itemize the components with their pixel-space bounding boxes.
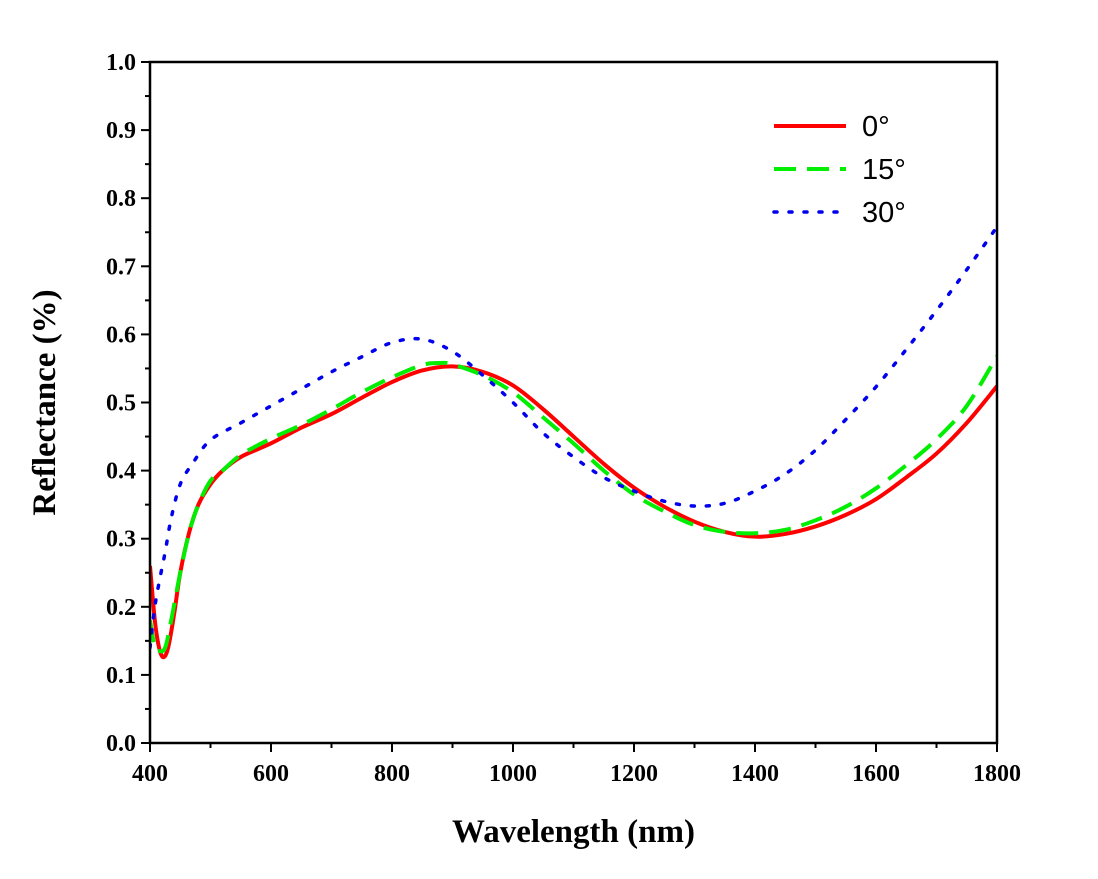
x-tick-label: 1200 <box>610 761 658 787</box>
x-tick-label: 600 <box>253 761 289 787</box>
y-tick-label: 0.0 <box>106 731 136 757</box>
y-tick-label: 0.1 <box>106 663 136 689</box>
y-tick-label: 0.6 <box>106 322 136 348</box>
x-tick-label: 1000 <box>489 761 537 787</box>
y-tick-label: 0.5 <box>106 391 136 417</box>
y-tick-label: 0.7 <box>106 254 136 280</box>
y-axis-title: Reflectance (%) <box>27 289 63 515</box>
series-line-2 <box>150 225 997 650</box>
legend-label-2: 30° <box>862 197 906 229</box>
y-tick-label: 0.4 <box>106 459 136 485</box>
legend-label-1: 15° <box>862 154 906 186</box>
y-tick-label: 1.0 <box>106 50 136 76</box>
x-axis-title: Wavelength (nm) <box>452 814 695 850</box>
y-tick-label: 0.3 <box>106 527 136 553</box>
series-layer <box>150 225 997 660</box>
tick-labels-layer: 400 600 800 1000 1200 1400 1600 1800 0.0 0.1 0.2 0.… <box>106 50 1021 787</box>
x-tick-label: 800 <box>374 761 410 787</box>
series-line-0 <box>150 364 997 660</box>
ticks-layer <box>141 61 998 752</box>
y-tick-label: 0.8 <box>106 186 136 212</box>
x-tick-label: 400 <box>132 761 168 787</box>
series-line-1 <box>150 355 997 654</box>
x-tick-label: 1800 <box>973 761 1021 787</box>
y-tick-label: 0.2 <box>106 595 136 621</box>
legend: 0° 15° 30° <box>772 111 906 229</box>
x-tick-label: 1400 <box>731 761 779 787</box>
x-tick-label: 1600 <box>852 761 900 787</box>
y-tick-label: 0.9 <box>106 118 136 144</box>
legend-label-0: 0° <box>862 111 890 143</box>
